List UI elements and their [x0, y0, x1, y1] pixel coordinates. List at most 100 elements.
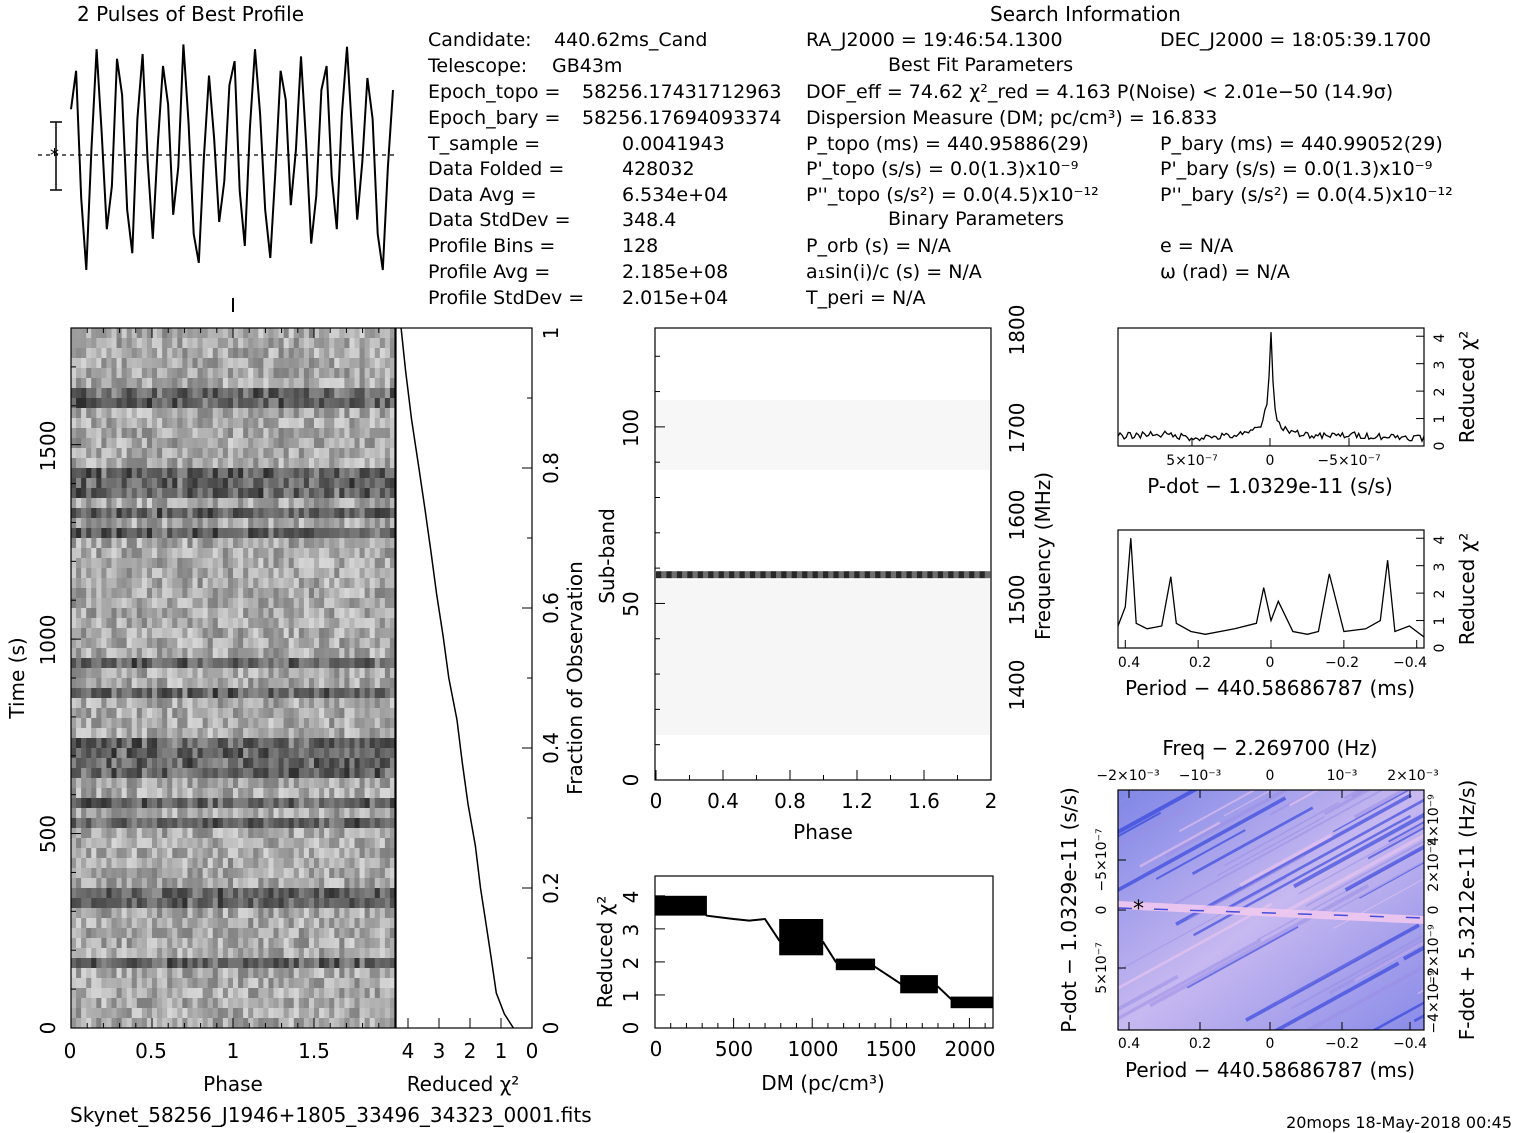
time-phase-cell: [334, 668, 340, 679]
time-phase-cell: [334, 548, 340, 559]
time-phase-cell: [369, 378, 376, 389]
time-phase-cell: [227, 688, 234, 699]
time-phase-cell: [131, 458, 138, 469]
time-phase-cell: [243, 848, 249, 859]
time-phase-cell: [141, 838, 148, 849]
time-phase-cell: [141, 428, 148, 439]
time-phase-cell: [152, 628, 158, 639]
time-phase-cell: [202, 588, 209, 599]
time-phase-cell: [258, 898, 264, 909]
time-phase-cell: [187, 488, 193, 499]
time-phase-cell: [243, 828, 249, 839]
time-phase-cell: [293, 908, 300, 919]
time-phase-cell: [273, 588, 279, 599]
ct-xtick-4: 0: [526, 1039, 539, 1063]
time-phase-cell: [354, 338, 360, 349]
time-phase-cell: [369, 428, 376, 439]
time-phase-cell: [349, 518, 355, 529]
time-phase-cell: [146, 578, 153, 589]
time-phase-cell: [187, 718, 193, 729]
time-phase-cell: [344, 798, 350, 809]
time-phase-cell: [71, 888, 77, 899]
time-phase-cell: [116, 388, 123, 399]
time-phase-cell: [172, 468, 178, 479]
time-phase-cell: [273, 348, 279, 359]
time-phase-cell: [121, 988, 128, 999]
time-phase-cell: [288, 598, 295, 609]
time-phase-cell: [86, 518, 92, 529]
time-phase-cell: [167, 368, 173, 379]
time-phase-cell: [288, 618, 295, 629]
time-phase-cell: [319, 368, 325, 379]
time-phase-cell: [339, 678, 345, 689]
time-phase-cell: [374, 988, 381, 999]
time-phase-cell: [202, 888, 209, 899]
time-phase-cell: [283, 568, 290, 579]
time-phase-cell: [71, 338, 77, 349]
time-phase-cell: [359, 428, 366, 439]
time-phase-cell: [359, 498, 366, 509]
time-phase-cell: [248, 858, 254, 869]
time-phase-cell: [172, 808, 178, 819]
time-phase-cell: [298, 428, 305, 439]
time-phase-cell: [364, 518, 371, 529]
time-phase-cell: [182, 1008, 188, 1019]
time-phase-cell: [273, 698, 279, 709]
time-phase-cell: [162, 418, 168, 429]
time-phase-cell: [278, 408, 285, 419]
time-phase-cell: [91, 768, 97, 779]
time-phase-cell: [339, 718, 345, 729]
time-phase-cell: [157, 598, 163, 609]
pr-xtick-3: −0.2: [1325, 655, 1359, 671]
time-phase-cell: [162, 738, 168, 749]
time-phase-cell: [217, 628, 224, 639]
time-phase-cell: [379, 618, 386, 629]
time-phase-cell: [273, 868, 279, 879]
time-phase-cell: [384, 738, 391, 749]
time-phase-cell: [131, 438, 138, 449]
time-phase-cell: [288, 338, 295, 349]
time-phase-cell: [227, 638, 234, 649]
time-phase-cell: [258, 798, 264, 809]
time-phase-cell: [268, 688, 274, 699]
time-phase-cell: [121, 638, 128, 649]
time-phase-cell: [273, 768, 279, 779]
time-phase-cell: [233, 438, 239, 449]
time-phase-cell: [126, 528, 133, 539]
pr-ytick-1: 1: [1432, 617, 1448, 626]
time-phase-cell: [334, 358, 340, 369]
time-phase-cell: [182, 438, 188, 449]
time-phase-cell: [96, 688, 102, 699]
subband-bright-cell: [697, 571, 704, 579]
time-phase-cell: [162, 408, 168, 419]
time-phase-cell: [253, 488, 259, 499]
time-phase-cell: [71, 618, 77, 629]
time-phase-cell: [273, 978, 279, 989]
time-phase-cell: [329, 508, 335, 519]
subband-faint-band: [656, 400, 990, 470]
subband-bright-cell: [791, 571, 798, 579]
time-phase-cell: [157, 438, 163, 449]
time-phase-cell: [222, 458, 229, 469]
time-phase-cell: [384, 858, 391, 869]
time-phase-cell: [222, 728, 229, 739]
ct-ytick-0: 0: [539, 1022, 563, 1035]
time-phase-cell: [217, 688, 224, 699]
time-phase-cell: [157, 848, 163, 859]
time-phase-cell: [374, 1018, 381, 1028]
time-phase-cell: [212, 788, 219, 799]
time-phase-cell: [263, 358, 269, 369]
time-phase-cell: [319, 978, 325, 989]
time-phase-cell: [141, 448, 148, 459]
time-phase-cell: [334, 368, 340, 379]
time-phase-cell: [258, 458, 264, 469]
time-phase-cell: [167, 618, 173, 629]
time-phase-cell: [324, 628, 330, 639]
time-phase-cell: [359, 368, 366, 379]
time-phase-cell: [157, 838, 163, 849]
chi2-time-line: [400, 327, 515, 1029]
time-phase-cell: [197, 778, 204, 789]
time-phase-cell: [197, 688, 204, 699]
info-ra: RA_J2000 = 19:46:54.1300: [806, 29, 1063, 51]
time-phase-cell: [359, 628, 366, 639]
